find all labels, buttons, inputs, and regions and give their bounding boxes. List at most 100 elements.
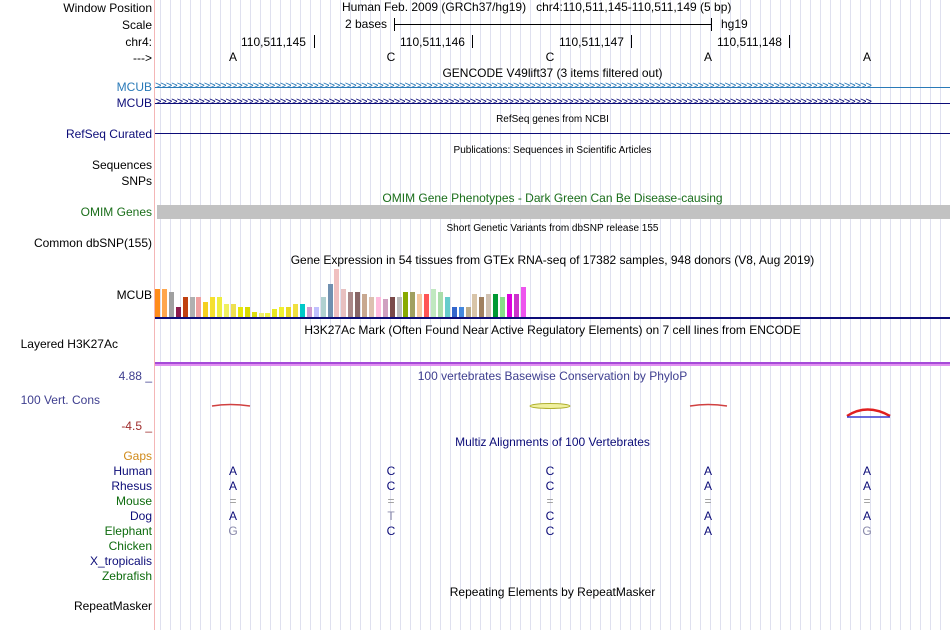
gtex-tissue-bar[interactable]: [244, 307, 250, 317]
gtex-tissue-bar[interactable]: [299, 304, 305, 317]
coord-tick-mark-4: [789, 35, 790, 48]
gtex-tissue-bar[interactable]: [265, 313, 271, 317]
species-rhesus-label[interactable]: Rhesus: [111, 479, 152, 493]
gtex-tissue-bar[interactable]: [506, 294, 512, 317]
cons-track-label[interactable]: 100 Vert. Cons: [20, 393, 100, 407]
gtex-tissue-bar[interactable]: [161, 289, 167, 317]
species-chicken-label[interactable]: Chicken: [108, 539, 152, 553]
gtex-tissue-bar[interactable]: [320, 297, 326, 317]
grid-line: [450, 0, 451, 630]
gtex-tissue-bar[interactable]: [237, 307, 243, 317]
refseq-label[interactable]: RefSeq Curated: [65, 127, 152, 141]
gtex-tissue-bar[interactable]: [458, 307, 464, 317]
gtex-tissue-bar[interactable]: [396, 297, 402, 317]
cons-max-label: 4.88 _: [118, 369, 152, 383]
gtex-tissue-bar[interactable]: [279, 307, 285, 317]
species-xtropicalis-label[interactable]: X_tropicalis: [89, 554, 152, 568]
gtex-tissue-bar[interactable]: [182, 297, 188, 317]
gtex-tissue-bar[interactable]: [486, 294, 492, 317]
grid-line: [860, 0, 861, 630]
gencode-transcript-line-1[interactable]: [155, 87, 950, 88]
gtex-tissue-bar[interactable]: [424, 294, 430, 317]
gtex-tissue-bar[interactable]: [217, 297, 223, 317]
gtex-tissue-bar[interactable]: [155, 289, 160, 317]
coord-tick-2: 110,511,146: [400, 35, 465, 49]
gtex-tissue-bar[interactable]: [465, 307, 471, 317]
gtex-tissue-bar[interactable]: [417, 294, 423, 317]
common-dbsnp-label[interactable]: Common dbSNP(155): [33, 236, 152, 250]
omim-label[interactable]: OMIM Genes: [80, 205, 152, 219]
gtex-tissue-bar[interactable]: [251, 312, 257, 317]
gtex-tissue-bar[interactable]: [362, 294, 367, 317]
gtex-tissue-bar[interactable]: [431, 289, 436, 317]
species-mouse-label[interactable]: Mouse: [115, 494, 152, 508]
gtex-tissue-bar[interactable]: [451, 307, 457, 317]
phylop-title: 100 vertebrates Basewise Conservation by…: [417, 369, 688, 383]
gencode-transcript-line-2[interactable]: [155, 103, 950, 104]
species-elephant-label[interactable]: Elephant: [104, 524, 152, 538]
base-4: A: [703, 50, 712, 64]
publications-title: Publications: Sequences in Scientific Ar…: [453, 145, 652, 156]
gtex-tissue-bar[interactable]: [513, 294, 519, 317]
gtex-tissue-bar[interactable]: [334, 269, 340, 317]
gtex-tissue-bar[interactable]: [500, 297, 505, 317]
h3k27ac-signal-1[interactable]: [155, 362, 950, 364]
gtex-tissue-bar[interactable]: [272, 309, 278, 317]
refseq-transcript-line[interactable]: [155, 133, 950, 134]
gtex-tissue-bar[interactable]: [196, 297, 202, 317]
h3k27ac-signal-2[interactable]: [155, 364, 950, 366]
gtex-tissue-bar[interactable]: [520, 287, 526, 317]
gtex-tissue-bar[interactable]: [403, 292, 409, 317]
gaps-label[interactable]: Gaps: [123, 449, 152, 463]
gtex-tissue-bar[interactable]: [437, 292, 443, 317]
layered-h3k27ac-label[interactable]: Layered H3K27Ac: [20, 337, 118, 351]
gtex-tissue-bar[interactable]: [175, 307, 181, 317]
gtex-tissue-bar[interactable]: [230, 304, 236, 317]
gtex-tissue-bar[interactable]: [327, 284, 333, 317]
tracks-area[interactable]: Human Feb. 2009 (GRCh37/hg19) chr4:110,5…: [155, 0, 950, 630]
gtex-tissue-bar[interactable]: [479, 297, 485, 317]
gtex-expression-chart[interactable]: [155, 267, 535, 317]
species-human-label[interactable]: Human: [113, 464, 152, 478]
gencode-mcub-label[interactable]: MCUB: [116, 80, 152, 94]
grid-line: [560, 0, 561, 630]
gtex-tissue-bar[interactable]: [293, 304, 298, 317]
gtex-tissue-bar[interactable]: [368, 297, 374, 317]
snps-label[interactable]: SNPs: [121, 174, 152, 188]
refseq-title: RefSeq genes from NCBI: [496, 114, 609, 125]
gtex-tissue-bar[interactable]: [286, 307, 292, 317]
gtex-tissue-bar[interactable]: [472, 294, 478, 317]
gtex-tissue-bar[interactable]: [348, 292, 354, 317]
gtex-tissue-bar[interactable]: [306, 307, 312, 317]
gtex-tissue-bar[interactable]: [389, 297, 395, 317]
gtex-tissue-bar[interactable]: [375, 297, 381, 317]
gtex-tissue-bar[interactable]: [444, 297, 450, 317]
gtex-tissue-bar[interactable]: [493, 294, 499, 317]
species-dog-label[interactable]: Dog: [129, 509, 152, 523]
coord-label-2: 110,511,146: [400, 35, 465, 49]
aln-elephant-2: C: [386, 524, 396, 538]
grid-line: [810, 0, 811, 630]
species-zebrafish-label[interactable]: Zebrafish: [101, 569, 152, 583]
gtex-gene-label[interactable]: MCUB: [116, 288, 152, 302]
gtex-tissue-bar[interactable]: [382, 299, 388, 317]
gtex-tissue-bar[interactable]: [210, 297, 216, 317]
phylop-signal[interactable]: [155, 395, 950, 425]
grid-line: [840, 0, 841, 630]
omim-gene-bar[interactable]: [157, 205, 950, 219]
gtex-tissue-bar[interactable]: [313, 307, 319, 317]
gtex-tissue-bar[interactable]: [189, 297, 195, 317]
gtex-tissue-bar[interactable]: [168, 292, 174, 317]
gtex-tissue-bar[interactable]: [410, 292, 416, 317]
repeatmasker-label[interactable]: RepeatMasker: [73, 599, 152, 613]
gtex-tissue-bar[interactable]: [224, 304, 229, 317]
gencode-mcub2-label[interactable]: MCUB: [116, 96, 152, 110]
gtex-tissue-bar[interactable]: [258, 313, 264, 317]
gtex-tissue-bar[interactable]: [341, 289, 347, 317]
gtex-tissue-bar[interactable]: [355, 292, 361, 317]
window-position-value: chr4:110,511,145-110,511,149 (5 bp): [536, 0, 732, 14]
sequences-label[interactable]: Sequences: [91, 158, 152, 172]
gtex-tissue-bar[interactable]: [203, 302, 209, 317]
phylop-mark-3: [529, 403, 571, 409]
grid-line: [800, 0, 801, 630]
